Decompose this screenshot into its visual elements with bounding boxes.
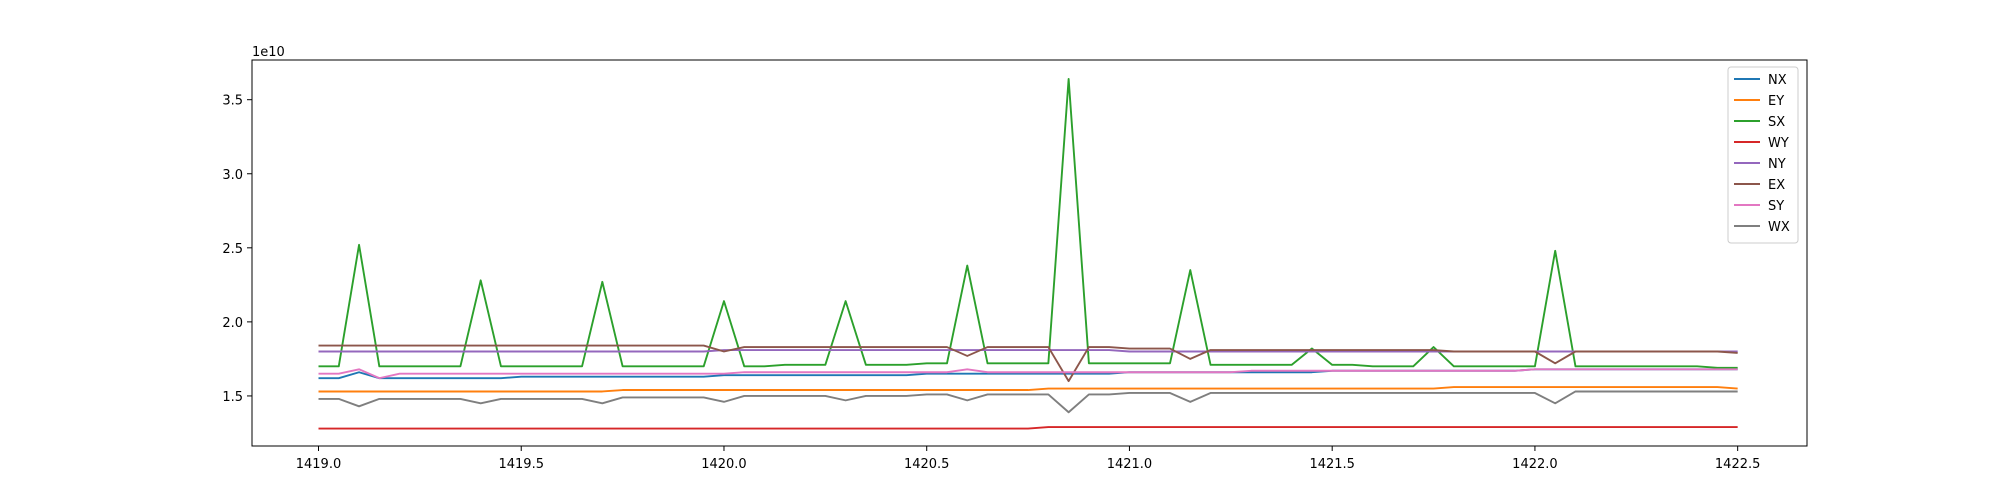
series-line <box>318 390 1738 414</box>
series-line <box>318 368 1738 380</box>
x-tick-label: 1419.5 <box>498 457 544 472</box>
x-tick-label: 1422.5 <box>1715 457 1761 472</box>
series-line <box>318 78 1738 369</box>
plot-frame <box>251 59 1808 447</box>
series-line <box>318 426 1738 430</box>
x-tick-label: 1419.0 <box>296 457 342 472</box>
legend-label: EY <box>1768 94 1784 109</box>
y-tick-label: 3.5 <box>222 94 243 109</box>
x-tick-label: 1422.0 <box>1512 457 1558 472</box>
y-tick-label: 1.5 <box>222 390 243 405</box>
legend-frame <box>1727 66 1799 244</box>
x-tick-label: 1420.5 <box>904 457 950 472</box>
y-tick-label: 3.0 <box>222 168 243 183</box>
legend-label: SY <box>1768 199 1784 214</box>
legend-label: EX <box>1768 178 1785 193</box>
x-tick-label: 1420.0 <box>701 457 747 472</box>
legend-label: NX <box>1768 73 1787 88</box>
y-tick-label: 2.0 <box>222 316 243 331</box>
legend-label: WY <box>1768 136 1789 151</box>
y-tick-label: 2.5 <box>222 242 243 257</box>
x-tick-label: 1421.5 <box>1309 457 1355 472</box>
legend-label: WX <box>1768 220 1790 235</box>
x-tick-label: 1421.0 <box>1107 457 1153 472</box>
legend-label: SX <box>1768 115 1785 130</box>
series-line <box>318 386 1738 393</box>
series-line <box>318 344 1738 383</box>
y-offset-label: 1e10 <box>252 45 285 60</box>
legend-label: NY <box>1768 157 1786 172</box>
